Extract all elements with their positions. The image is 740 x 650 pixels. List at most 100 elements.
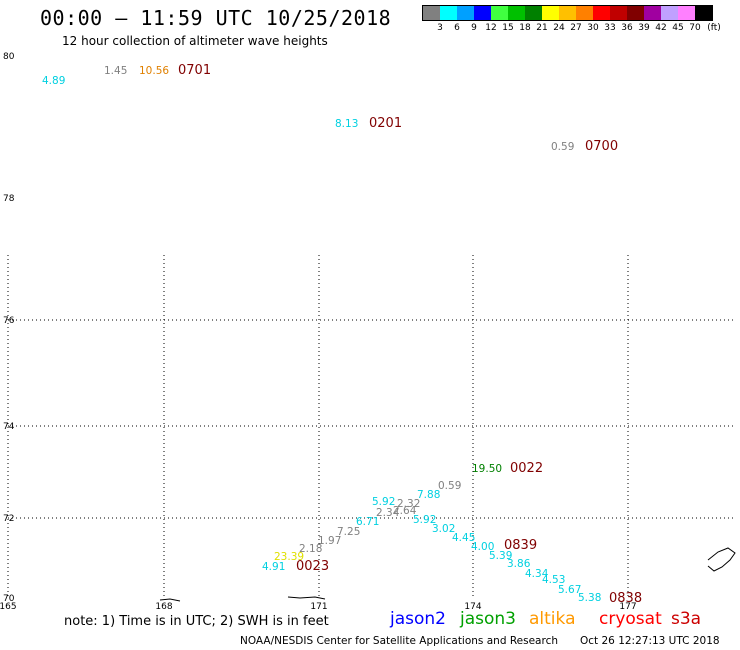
coastline-island-2 <box>287 596 326 600</box>
latitude-label: 76 <box>3 316 15 326</box>
legend-tick-label: 33 <box>604 23 616 33</box>
wave-height-reading: 5.39 <box>489 550 512 562</box>
pass-time-label: 0023 <box>296 559 329 574</box>
satellite-jason2: jason2 <box>390 609 446 629</box>
legend-swatch <box>440 6 457 20</box>
coastline-island-3 <box>707 547 736 572</box>
wave-height-reading: 6.71 <box>356 516 379 528</box>
satellite-cryosat: cryosat <box>599 609 662 629</box>
legend-tick-label: 15 <box>502 23 514 33</box>
legend-tick-label: 6 <box>454 23 460 33</box>
legend-swatch <box>610 6 627 20</box>
footer-note: note: 1) Time is in UTC; 2) SWH is in fe… <box>64 614 329 629</box>
wave-height-reading: 19.50 <box>472 463 502 475</box>
color-legend: 3 6 9 12 15 18 21 24 27 30 33 36 39 42 45 70 (ft) <box>422 5 721 33</box>
legend-swatch <box>423 6 440 20</box>
legend-swatch <box>457 6 474 20</box>
latitude-label: 74 <box>3 422 15 432</box>
legend-swatch <box>695 6 712 20</box>
pass-time-label: 0701 <box>178 63 211 78</box>
latitude-label: 80 <box>3 52 15 62</box>
legend-tick-label: 36 <box>621 23 633 33</box>
legend-swatch <box>593 6 610 20</box>
legend-tick-label: 42 <box>655 23 667 33</box>
map-subtitle: 12 hour collection of altimeter wave hei… <box>62 34 328 48</box>
wave-height-reading: 4.89 <box>42 75 65 87</box>
pass-time-label: 0838 <box>609 591 642 606</box>
legend-tick-label: 27 <box>570 23 582 33</box>
latitude-label: 72 <box>3 514 14 524</box>
wave-height-reading: 4.91 <box>262 561 285 573</box>
legend-tick-label: 70 <box>689 23 701 33</box>
longitude-label: 165 <box>0 602 17 612</box>
wave-height-reading: 2.34 <box>376 507 400 519</box>
legend-tick-label: 39 <box>638 23 650 33</box>
wave-height-reading: 4.00 <box>471 541 494 553</box>
readings: 4.89 1.45 10.56 0701 8.13 0201 0.59 0700 19.50 00… <box>42 63 642 606</box>
wave-height-reading: 5.92 <box>372 496 395 508</box>
wave-height-reading: 2.18 <box>299 543 322 555</box>
wave-height-reading: 1.97 <box>318 535 341 547</box>
legend-swatch <box>491 6 508 20</box>
legend-tick-label: 9 <box>471 23 477 33</box>
pass-time-label: 0022 <box>510 461 543 476</box>
wave-height-reading: 3.86 <box>507 558 531 570</box>
wave-height-reading: 0.59 <box>438 480 461 492</box>
legend-swatch <box>661 6 678 20</box>
longitude-label: 171 <box>310 602 327 612</box>
legend-tick-label: 18 <box>519 23 531 33</box>
satellite-jason3: jason3 <box>460 609 516 629</box>
latitude-label: 78 <box>3 194 15 204</box>
legend-swatch <box>542 6 559 20</box>
legend-tick-label: 24 <box>553 23 565 33</box>
pass-time-label: 0201 <box>369 116 402 131</box>
legend-tick-label: 30 <box>587 23 599 33</box>
coastline-island-1 <box>159 598 181 602</box>
wave-height-reading: 7.25 <box>337 526 360 538</box>
wave-height-reading: 3.02 <box>432 523 455 535</box>
legend-swatch <box>576 6 593 20</box>
wave-height-reading: 10.56 <box>139 65 169 77</box>
wave-height-reading: 4.45 <box>452 532 475 544</box>
satellite-altika: altika <box>529 609 576 629</box>
footer-timestamp: Oct 26 12:27:13 UTC 2018 <box>580 635 720 647</box>
legend-tick-label: 45 <box>672 23 684 33</box>
coastline <box>159 547 736 602</box>
wave-height-reading: 5.38 <box>578 592 601 604</box>
wave-height-reading: 4.34 <box>525 568 549 580</box>
wave-height-reading: 7.88 <box>417 489 440 501</box>
satellite-s3a: s3a <box>671 609 702 629</box>
legend-tick-label: 21 <box>536 23 548 33</box>
legend-tick-label: 12 <box>485 23 497 33</box>
legend-swatch <box>644 6 661 20</box>
footer-credit: NOAA/NESDIS Center for Satellite Applica… <box>240 635 558 647</box>
legend-swatch <box>508 6 525 20</box>
map-title: 00:00 – 11:59 UTC 10/25/2018 <box>40 6 392 30</box>
latitude-label: 70 <box>3 594 15 604</box>
legend-swatch <box>474 6 491 20</box>
legend-swatch <box>678 6 695 20</box>
legend-swatch <box>559 6 576 20</box>
legend-swatches <box>422 5 713 21</box>
legend-tick-label: 3 <box>437 23 443 33</box>
wave-height-reading: 1.45 <box>104 65 127 77</box>
wave-height-reading: 2.64 <box>393 505 417 517</box>
wave-height-reading: 8.13 <box>335 118 358 130</box>
longitude-label: 168 <box>155 602 172 612</box>
pass-time-label: 0700 <box>585 139 618 154</box>
longitude-label: 174 <box>464 602 481 612</box>
wave-height-reading: 5.92 <box>413 514 436 526</box>
longitude-label: 177 <box>619 602 636 612</box>
wave-height-reading: 0.59 <box>551 141 574 153</box>
wave-height-reading: 5.67 <box>558 584 581 596</box>
legend-swatch <box>525 6 542 20</box>
wave-height-reading: 2.32 <box>397 498 420 510</box>
legend-labels: 3 6 9 12 15 18 21 24 27 30 33 36 39 42 45 70 (ft) <box>422 21 721 33</box>
legend-swatch <box>627 6 644 20</box>
legend-unit: (ft) <box>707 23 721 33</box>
wave-height-reading: 4.53 <box>542 574 565 586</box>
graticule <box>7 255 736 598</box>
wave-height-reading: 23.39 <box>274 551 304 563</box>
